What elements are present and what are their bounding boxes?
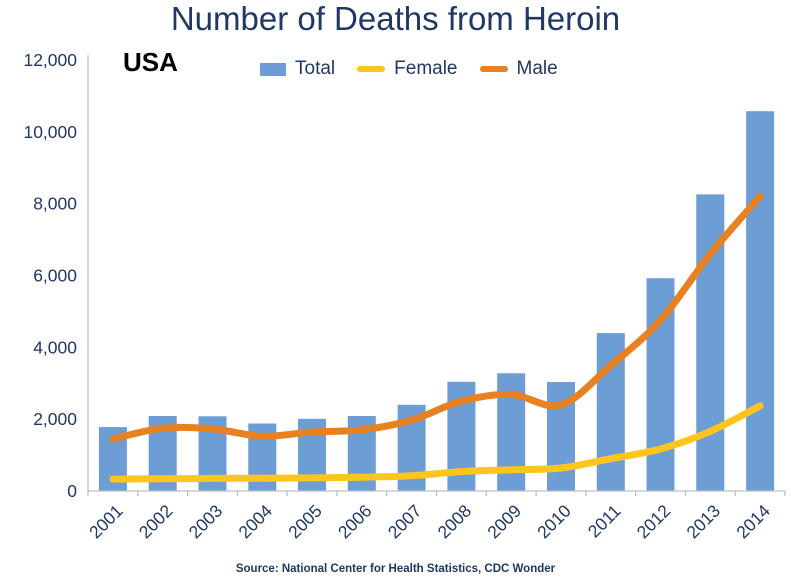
male-line-swatch-icon [479,66,508,72]
female-line-swatch-icon [357,66,386,72]
y-tick-label: 0 [67,481,77,501]
y-axis-labels: 0 2,000 4,000 6,000 8,000 10,000 12,000 [23,50,77,501]
y-tick-label: 4,000 [33,337,77,357]
female-line [109,402,764,483]
legend-label-female: Female [394,58,458,79]
legend-item-female: Female [357,58,458,80]
x-tick-label: 2007 [384,501,426,543]
x-tick-label: 2003 [185,501,227,543]
legend: Total Female Male [260,58,558,80]
x-tick-label: 2011 [584,501,625,542]
legend-label-total: Total [295,58,336,79]
x-tick-label: 2004 [234,501,276,543]
x-tick-label: 2010 [533,501,575,543]
region-label: USA [123,47,178,77]
x-tick-label: 2002 [135,501,177,543]
x-axis-labels: 2001 2002 2003 2004 2005 2006 2007 2008 2009 2010… [85,501,774,543]
x-tick-label: 2005 [284,501,326,543]
x-tick-label: 2001 [85,501,127,543]
y-tick-label: 10,000 [23,122,77,142]
total-bar-swatch-icon [260,62,286,76]
x-tick-label: 2012 [633,501,675,543]
legend-item-male: Male [479,58,558,80]
chart-title: Number of Deaths from Heroin [170,0,621,37]
axes [87,55,786,496]
x-tick-label: 2006 [334,501,376,543]
source-note: Source: National Center for Health Stati… [235,563,556,575]
male-line [109,192,764,443]
legend-item-total: Total [260,58,335,80]
x-tick-label: 2014 [732,501,774,543]
x-tick-label: 2008 [434,501,476,543]
y-tick-label: 6,000 [33,266,77,286]
bar-2014 [746,111,775,491]
x-tick-label: 2009 [483,501,525,543]
y-tick-label: 8,000 [33,194,77,214]
legend-label-male: Male [516,58,558,79]
y-tick-label: 2,000 [33,409,77,429]
y-tick-label: 12,000 [23,50,77,70]
x-tick-label: 2013 [682,501,724,543]
